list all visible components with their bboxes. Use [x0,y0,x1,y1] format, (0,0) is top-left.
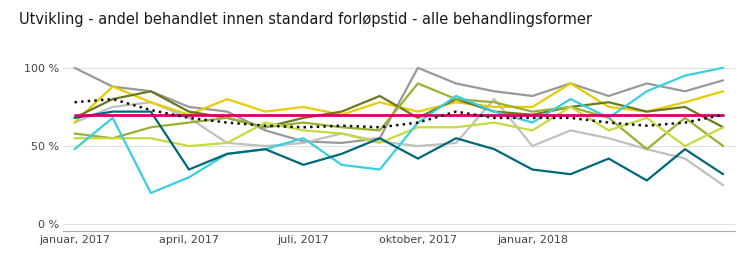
Text: Utvikling - andel behandlet innen standard forløpstid - alle behandlingsformer: Utvikling - andel behandlet innen standa… [19,12,591,27]
